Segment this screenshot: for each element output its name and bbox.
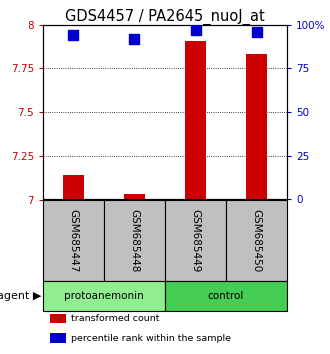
Bar: [43, 281, 165, 312]
Text: transformed count: transformed count: [71, 314, 159, 323]
Point: [132, 36, 137, 41]
Bar: [165, 200, 226, 281]
Bar: [63, 175, 84, 200]
Bar: [165, 281, 287, 312]
Bar: [124, 194, 145, 200]
Bar: [226, 200, 287, 281]
Bar: [104, 200, 165, 281]
Text: protoanemonin: protoanemonin: [64, 291, 144, 301]
Bar: [185, 40, 206, 200]
Bar: [246, 55, 267, 200]
Bar: [50, 314, 66, 324]
Point: [71, 33, 76, 38]
Text: GSM685450: GSM685450: [251, 209, 262, 272]
Point: [254, 29, 259, 35]
Text: control: control: [208, 291, 244, 301]
Text: agent ▶: agent ▶: [0, 291, 42, 301]
Text: GSM685448: GSM685448: [129, 209, 140, 272]
Text: GSM685449: GSM685449: [190, 209, 201, 272]
Text: percentile rank within the sample: percentile rank within the sample: [71, 334, 231, 343]
Bar: [43, 200, 104, 281]
Point: [193, 27, 198, 33]
Bar: [50, 333, 66, 343]
Title: GDS4457 / PA2645_nuoJ_at: GDS4457 / PA2645_nuoJ_at: [65, 8, 265, 25]
Text: GSM685447: GSM685447: [68, 209, 79, 272]
